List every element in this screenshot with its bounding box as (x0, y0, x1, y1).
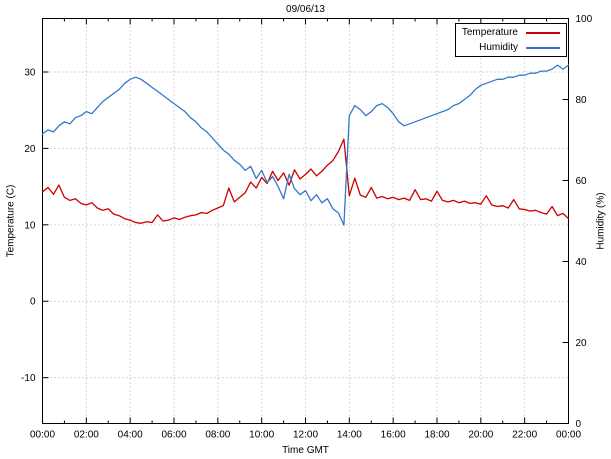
y-axis-label-right: Humidity (%) (595, 192, 607, 250)
svg-text:0: 0 (30, 297, 36, 308)
svg-text:40: 40 (576, 257, 588, 268)
svg-text:20: 20 (24, 144, 36, 155)
y-axis-label-left: Temperature (C) (5, 184, 17, 258)
legend-entry-temperature: Temperature (462, 27, 560, 38)
svg-text:14:00: 14:00 (337, 430, 362, 441)
svg-text:30: 30 (24, 67, 36, 78)
svg-text:04:00: 04:00 (118, 430, 143, 441)
x-axis-label: Time GMT (282, 445, 329, 456)
svg-text:00:00: 00:00 (556, 430, 581, 441)
svg-text:18:00: 18:00 (424, 430, 449, 441)
svg-text:20: 20 (576, 338, 588, 349)
svg-text:100: 100 (576, 14, 593, 25)
legend-label-humidity: Humidity (479, 42, 518, 53)
svg-text:20:00: 20:00 (468, 430, 493, 441)
legend-label-temperature: Temperature (461, 27, 518, 38)
svg-text:12:00: 12:00 (293, 430, 318, 441)
svg-text:60: 60 (576, 176, 588, 187)
svg-text:10: 10 (24, 220, 36, 231)
svg-text:08:00: 08:00 (205, 430, 230, 441)
svg-text:00:00: 00:00 (30, 430, 55, 441)
legend-line-temperature (526, 31, 560, 34)
legend-entry-humidity: Humidity (462, 42, 560, 53)
svg-text:80: 80 (576, 95, 588, 106)
chart-title: 09/06/13 (286, 4, 325, 15)
legend: Temperature Humidity (454, 23, 567, 57)
svg-text:10:00: 10:00 (249, 430, 274, 441)
svg-text:22:00: 22:00 (512, 430, 537, 441)
svg-text:0: 0 (576, 419, 582, 430)
svg-text:-10: -10 (21, 373, 36, 384)
svg-text:02:00: 02:00 (74, 430, 99, 441)
svg-text:16:00: 16:00 (381, 430, 406, 441)
svg-text:06:00: 06:00 (161, 430, 186, 441)
legend-line-humidity (526, 46, 560, 49)
